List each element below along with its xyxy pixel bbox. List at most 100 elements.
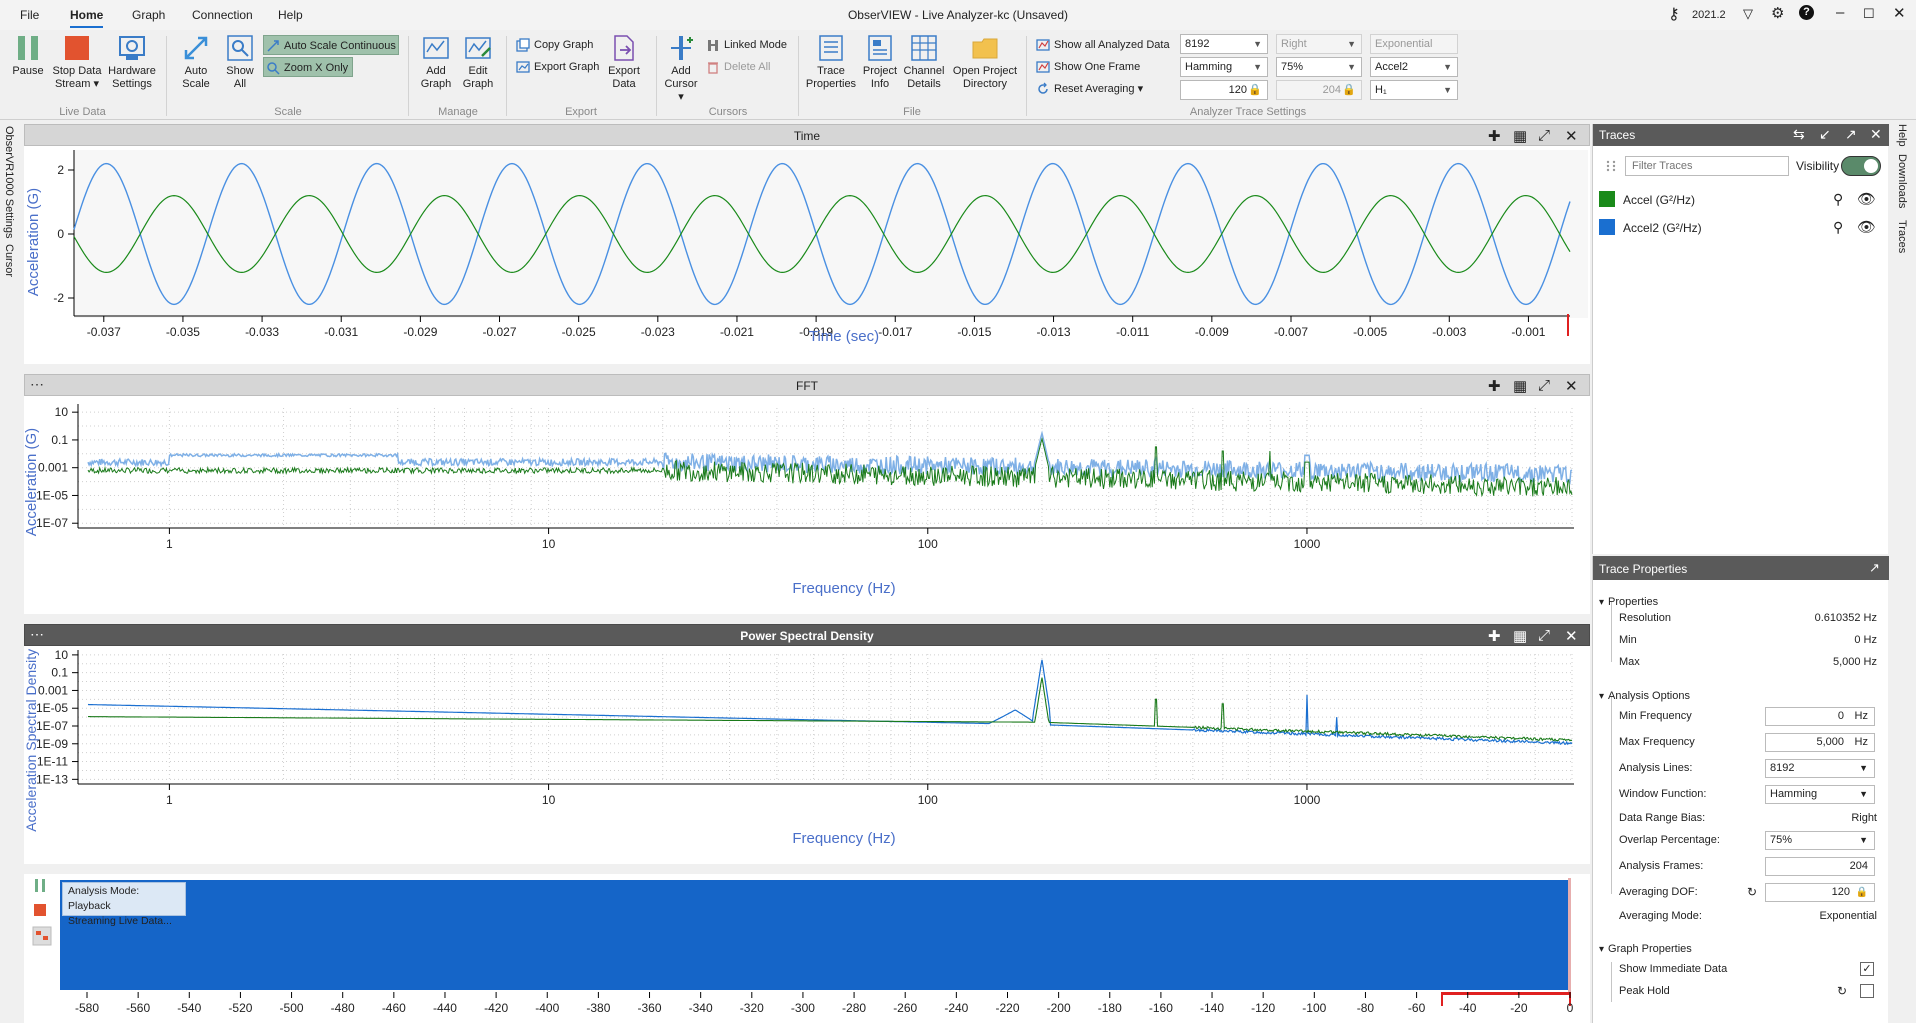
window-function-select[interactable]: Hamming ▼ — [1180, 57, 1268, 77]
expand-icon[interactable]: ⤢ — [1538, 127, 1551, 144]
more-icon[interactable]: ⋯ — [30, 376, 44, 392]
project-info-button[interactable]: Project Info — [860, 34, 900, 91]
stop-stream-button[interactable]: Stop Data Stream ▾ — [50, 34, 104, 91]
trace-item-accel2[interactable]: Accel2 (G²/Hz) ⚲ 👁 — [1599, 218, 1879, 238]
stream-window-marker[interactable] — [1568, 878, 1571, 992]
expand-icon[interactable]: ⤢ — [1538, 377, 1551, 394]
close-panel-icon[interactable]: ✕ — [1565, 128, 1578, 145]
properties-section[interactable]: Properties — [1599, 596, 1658, 608]
popout-icon[interactable]: ↗ — [1845, 126, 1857, 142]
tab-observr-settings[interactable]: ObserVR1000 Settings — [3, 126, 15, 239]
add-icon[interactable]: ✚ — [1488, 128, 1501, 145]
show-one-frame-button[interactable]: Show One Frame — [1034, 57, 1176, 77]
show-all-analyzed-button[interactable]: Show all Analyzed Data — [1034, 35, 1176, 55]
stream-pause-icon[interactable] — [32, 878, 48, 894]
peak-hold-checkbox[interactable] — [1860, 984, 1874, 998]
menu-home[interactable]: Home — [70, 8, 104, 28]
graph-properties-section[interactable]: Graph Properties — [1599, 943, 1692, 955]
trace-color-swatch[interactable] — [1599, 191, 1615, 207]
overlap-dropdown[interactable]: 75% ▼ — [1765, 831, 1875, 850]
tab-help[interactable]: Help — [1896, 124, 1908, 147]
drag-handle-icon[interactable] — [1605, 159, 1617, 173]
reset-averaging-button[interactable]: Reset Averaging ▾ — [1034, 79, 1176, 99]
estimator-select[interactable]: H₁ ▼ — [1370, 80, 1458, 100]
search-icon[interactable]: ⚲ — [1833, 191, 1844, 207]
add-icon[interactable]: ✚ — [1488, 628, 1501, 645]
reset-icon[interactable]: ↻ — [1747, 885, 1758, 899]
search-icon[interactable]: ⚲ — [1833, 219, 1844, 235]
averaging-frames-input[interactable]: 120 🔒 — [1180, 80, 1268, 100]
trace-item-accel[interactable]: Accel (G²/Hz) ⚲ 👁 — [1599, 190, 1879, 210]
key-icon[interactable]: ⚷ — [1668, 6, 1680, 23]
export-graph-button[interactable]: Export Graph — [514, 57, 600, 77]
copy-graph-button[interactable]: Copy Graph — [514, 35, 600, 55]
close-icon[interactable]: ✕ — [1870, 126, 1882, 142]
linked-mode-button[interactable]: Linked Mode — [704, 35, 792, 55]
trace-color-swatch[interactable] — [1599, 219, 1615, 235]
channel-details-button[interactable]: Channel Details — [902, 34, 946, 91]
analysis-lines-dropdown[interactable]: 8192 ▼ — [1765, 759, 1875, 778]
help-icon[interactable]: ? — [1799, 5, 1814, 20]
trace-properties-button[interactable]: Trace Properties — [804, 34, 858, 91]
auto-scale-button[interactable]: Auto Scale — [176, 34, 216, 91]
gear-icon[interactable]: ⚙ — [1771, 5, 1785, 22]
dock-icon[interactable]: ↙ — [1819, 126, 1831, 142]
eye-icon[interactable]: 👁 — [1857, 219, 1877, 236]
filter-traces-input[interactable] — [1625, 156, 1789, 176]
show-immediate-checkbox[interactable]: ✓ — [1860, 962, 1874, 976]
max-frequency-input[interactable]: 5,000 Hz — [1765, 733, 1875, 752]
menu-graph[interactable]: Graph — [132, 8, 166, 22]
more-icon[interactable]: ⋯ — [30, 626, 44, 642]
show-all-button[interactable]: Show All — [220, 34, 260, 91]
stream-settings-icon[interactable] — [32, 926, 52, 946]
overlap-select[interactable]: 75% ▼ — [1276, 57, 1362, 77]
auto-scale-continuous-toggle[interactable]: Auto Scale Continuous — [263, 35, 399, 55]
data-range-bias-select[interactable]: Right ▼ — [1276, 34, 1362, 54]
time-graph-plot[interactable]: 2 0 -2 -0.037 -0.035 -0.033 -0.031 -0.029 -0.02… — [24, 146, 1590, 364]
popout-icon[interactable]: ↗ — [1869, 560, 1880, 575]
min-frequency-input[interactable]: 0 Hz — [1765, 707, 1875, 726]
averaging-mode-select[interactable]: Exponential — [1370, 34, 1458, 54]
grid-icon[interactable]: ▦ — [1513, 378, 1528, 395]
swap-icon[interactable]: ⇆ — [1793, 126, 1805, 142]
averaging-dof-input[interactable]: 120 🔒 — [1765, 883, 1875, 902]
close-panel-icon[interactable]: ✕ — [1565, 628, 1578, 645]
reference-channel-select[interactable]: Accel2 ▼ — [1370, 57, 1458, 77]
maximize-icon[interactable]: ☐ — [1863, 6, 1875, 21]
fft-graph-plot[interactable]: 10 0.1 0.001 1E-05 1E-07 1 10 100 1000 Frequenc… — [24, 396, 1590, 614]
grid-icon[interactable]: ▦ — [1513, 628, 1528, 645]
add-graph-button[interactable]: Add Graph — [416, 34, 456, 91]
filter-icon[interactable]: ▽ — [1743, 6, 1753, 21]
tab-downloads[interactable]: Downloads — [1896, 154, 1908, 209]
close-panel-icon[interactable]: ✕ — [1565, 378, 1578, 395]
menu-help[interactable]: Help — [278, 8, 303, 22]
hardware-settings-button[interactable]: Hardware Settings — [106, 34, 158, 91]
window-function-dropdown[interactable]: Hamming ▼ — [1765, 785, 1875, 804]
analysis-dof-input[interactable]: 204 🔒 — [1276, 80, 1362, 100]
reset-icon[interactable]: ↻ — [1837, 984, 1848, 998]
menu-connection[interactable]: Connection — [192, 8, 253, 22]
delete-all-cursors-button[interactable]: Delete All — [704, 57, 792, 77]
tab-traces[interactable]: Traces — [1896, 220, 1908, 254]
stream-stop-icon[interactable] — [32, 902, 48, 918]
psd-graph-plot[interactable]: 10 0.1 0.001 1E-05 1E-07 1E-09 1E-11 1E-13 1 10 1… — [24, 646, 1590, 864]
export-data-button[interactable]: Export Data — [604, 34, 644, 91]
zoom-x-only-toggle[interactable]: Zoom X Only — [263, 57, 353, 77]
eye-icon[interactable]: 👁 — [1857, 191, 1877, 208]
analysis-options-section[interactable]: Analysis Options — [1599, 690, 1690, 702]
visibility-toggle[interactable] — [1841, 156, 1881, 176]
stream-selection-range[interactable] — [1442, 992, 1570, 995]
analysis-frames-input[interactable]: 204 — [1765, 857, 1875, 876]
analysis-lines-select[interactable]: 8192 ▼ — [1180, 34, 1268, 54]
add-cursor-button[interactable]: Add Cursor ▾ — [662, 34, 700, 104]
grid-icon[interactable]: ▦ — [1513, 128, 1528, 145]
edit-graph-button[interactable]: Edit Graph — [458, 34, 498, 91]
close-icon[interactable]: ✕ — [1893, 5, 1906, 22]
pause-button[interactable]: Pause — [8, 34, 48, 78]
open-project-directory-button[interactable]: Open Project Directory — [950, 34, 1020, 91]
expand-icon[interactable]: ⤢ — [1538, 627, 1551, 644]
minimize-icon[interactable]: – — [1836, 4, 1845, 21]
stream-data-waveform[interactable] — [60, 880, 1568, 990]
tab-cursor[interactable]: Cursor — [3, 244, 15, 278]
add-icon[interactable]: ✚ — [1488, 378, 1501, 395]
